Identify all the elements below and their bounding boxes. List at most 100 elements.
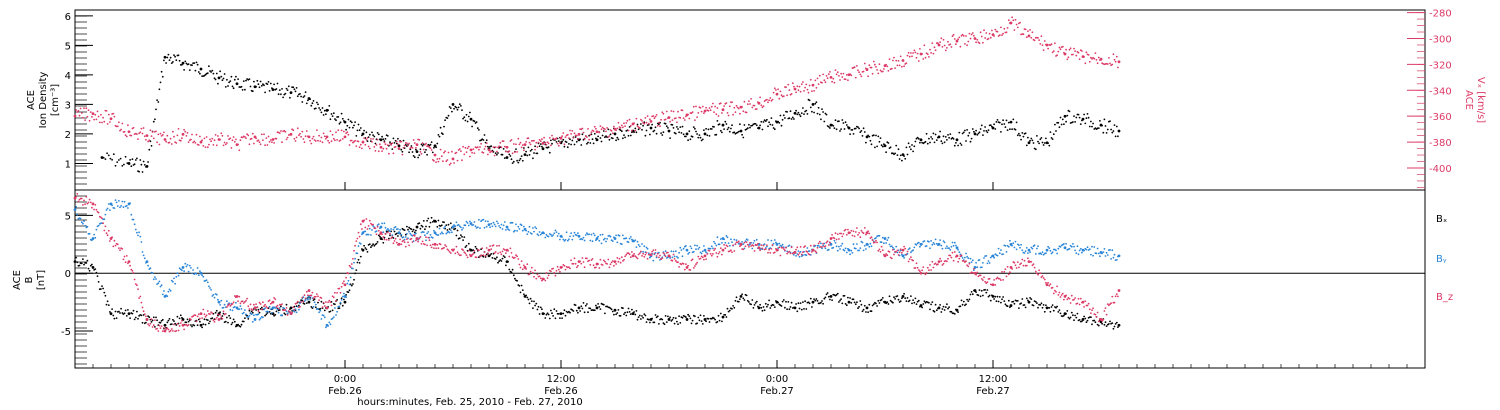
fill-point — [318, 134, 320, 137]
fill-point — [862, 232, 865, 235]
fill-point — [1093, 319, 1096, 322]
fill-point — [500, 223, 503, 226]
fill-point — [841, 235, 844, 238]
fill-point — [651, 123, 653, 126]
fill-point — [665, 321, 668, 323]
fill-point — [1004, 268, 1007, 270]
fill-point — [985, 32, 988, 34]
fill-point — [813, 244, 815, 247]
fill-point — [356, 237, 359, 240]
fill-point — [311, 102, 314, 105]
fill-point — [329, 310, 332, 313]
fill-point — [905, 300, 908, 302]
fill-point — [901, 65, 903, 68]
fill-point — [132, 272, 135, 274]
fill-point — [142, 310, 145, 313]
fill-point — [1006, 27, 1009, 29]
fill-point — [350, 121, 353, 124]
fill-point — [103, 218, 106, 221]
data-point — [829, 294, 833, 298]
fill-point — [1111, 63, 1114, 66]
data-point — [1117, 254, 1121, 258]
fill-point — [357, 245, 360, 247]
fill-point — [1036, 247, 1038, 250]
fill-point — [842, 233, 845, 235]
fill-point — [372, 223, 374, 226]
fill-point — [724, 241, 727, 244]
fill-point — [957, 248, 959, 251]
data-point — [163, 329, 167, 333]
fill-point — [631, 129, 633, 132]
fill-point — [465, 151, 468, 154]
fill-point — [124, 155, 127, 158]
fill-point — [487, 220, 489, 223]
fill-point — [289, 96, 291, 99]
fill-point — [915, 262, 918, 265]
fill-point — [139, 159, 142, 161]
fill-point — [859, 247, 862, 250]
fill-point — [251, 321, 254, 323]
fill-point — [646, 247, 649, 250]
fill-point — [865, 248, 867, 250]
fill-point — [944, 306, 947, 308]
fill-point — [408, 151, 410, 154]
fill-point — [1020, 262, 1022, 265]
fill-point — [561, 236, 563, 238]
fill-point — [84, 203, 86, 206]
fill-point — [589, 307, 592, 310]
fill-point — [1081, 251, 1083, 254]
fill-point — [583, 239, 586, 242]
fill-point — [544, 236, 547, 239]
fill-point — [886, 301, 889, 304]
fill-point — [377, 229, 380, 232]
fill-point — [569, 129, 571, 132]
fill-point — [152, 316, 155, 319]
fill-point — [231, 309, 234, 312]
fill-point — [530, 300, 533, 302]
series-red — [73, 16, 1121, 166]
fill-point — [750, 303, 752, 306]
fill-point — [898, 64, 901, 67]
fill-point — [694, 244, 696, 247]
fill-point — [1040, 35, 1043, 38]
fill-point — [1021, 249, 1024, 252]
fill-point — [286, 312, 289, 315]
fill-point — [503, 249, 506, 251]
fill-point — [507, 249, 509, 252]
data-point — [1027, 141, 1031, 145]
fill-point — [1063, 298, 1065, 301]
fill-point — [473, 250, 476, 252]
top-left-tick-label: 4 — [65, 71, 71, 82]
fill-point — [895, 245, 898, 248]
fill-point — [244, 301, 246, 303]
fill-point — [1113, 301, 1116, 304]
fill-point — [798, 85, 801, 88]
fill-point — [496, 220, 498, 223]
fill-point — [241, 89, 244, 91]
fill-point — [241, 312, 244, 315]
fill-point — [228, 81, 231, 84]
fill-point — [705, 251, 707, 254]
data-point — [595, 237, 599, 240]
fill-point — [1078, 116, 1081, 119]
fill-point — [233, 305, 236, 308]
fill-point — [618, 257, 621, 260]
data-point — [613, 132, 617, 136]
fill-point — [1060, 294, 1063, 296]
fill-point — [374, 142, 377, 145]
fill-point — [1057, 121, 1060, 124]
fill-point — [465, 220, 468, 223]
fill-point — [760, 244, 763, 247]
fill-point — [467, 115, 470, 118]
fill-point — [520, 260, 523, 262]
fill-point — [534, 226, 536, 228]
fill-point — [116, 125, 119, 128]
fill-point — [1094, 313, 1097, 316]
fill-point — [232, 136, 235, 138]
fill-point — [536, 152, 539, 155]
fill-point — [427, 145, 430, 148]
fill-point — [967, 300, 970, 302]
fill-point — [1066, 114, 1069, 117]
fill-point — [1001, 298, 1003, 301]
